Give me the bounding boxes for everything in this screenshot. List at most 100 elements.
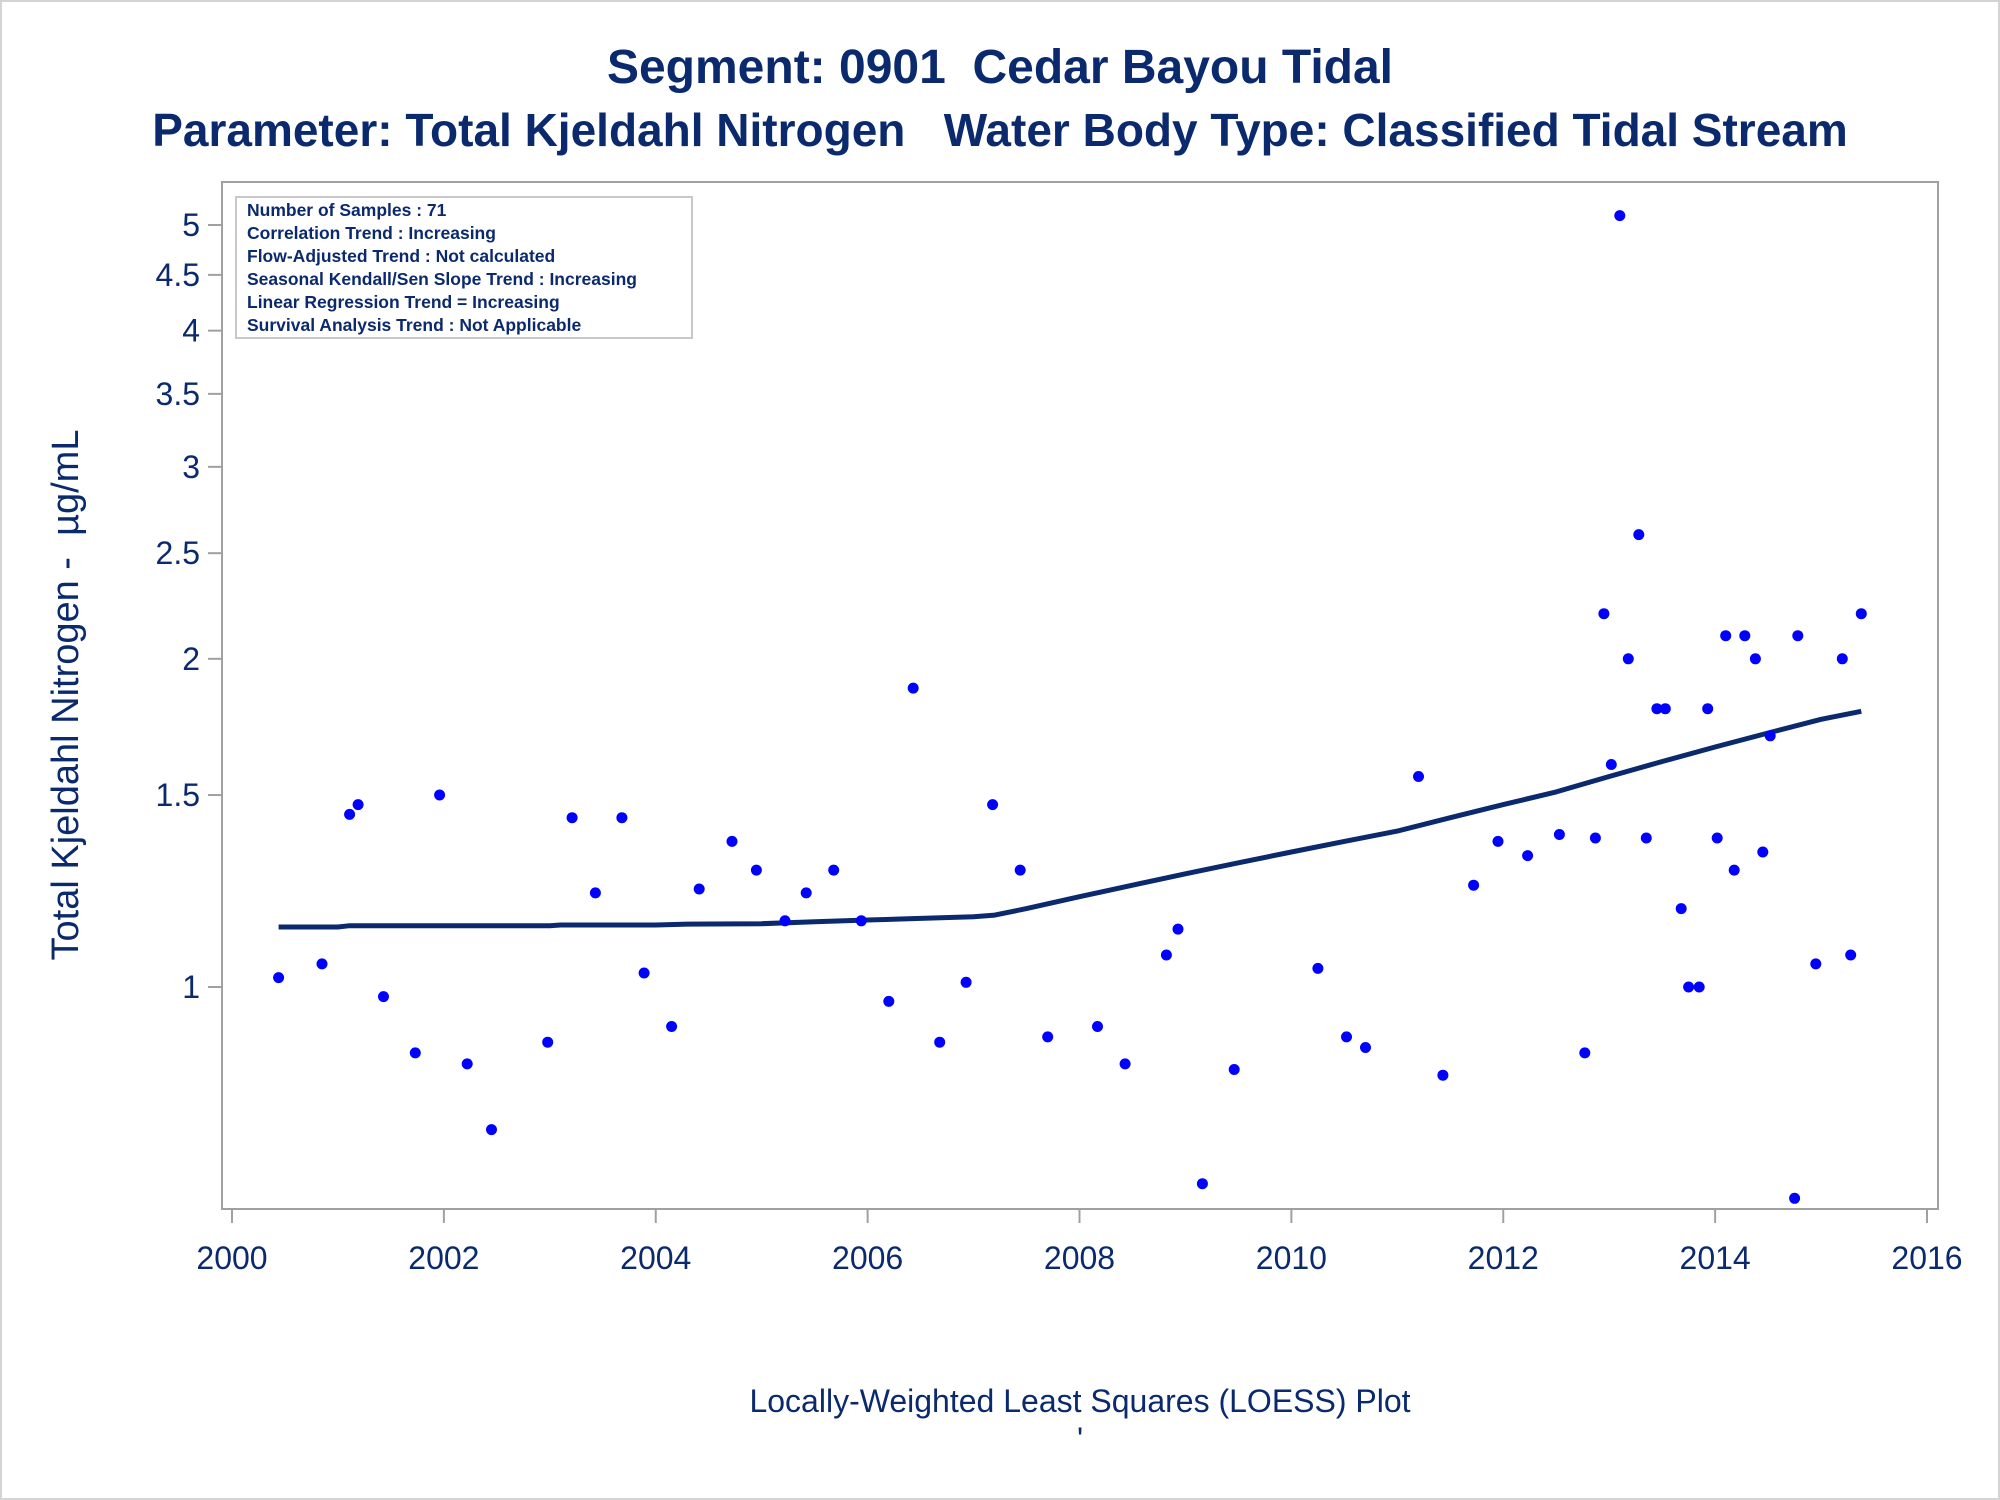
data-point xyxy=(1764,730,1776,742)
data-point xyxy=(1633,529,1645,541)
y-axis-label: Total Kjeldahl Nitrogen - µg/mL xyxy=(45,430,87,961)
data-point xyxy=(461,1058,473,1070)
data-point xyxy=(1172,923,1184,935)
y-tick-label: 1.5 xyxy=(156,777,200,813)
data-point xyxy=(1855,608,1867,620)
data-point xyxy=(934,1036,946,1048)
data-point xyxy=(1360,1042,1371,1053)
data-point xyxy=(907,682,919,694)
data-point xyxy=(378,991,389,1003)
x-tick-label: 2004 xyxy=(620,1240,691,1276)
data-point xyxy=(1622,653,1634,665)
data-point xyxy=(638,967,650,979)
data-point xyxy=(1810,958,1822,970)
y-tick-label: 2 xyxy=(182,641,200,677)
data-point xyxy=(486,1124,497,1136)
chart-title: Segment: 0901 Cedar Bayou Tidal xyxy=(607,41,1393,94)
data-point xyxy=(1659,703,1671,715)
data-point xyxy=(1728,864,1740,876)
data-point xyxy=(1160,949,1172,961)
data-point xyxy=(1683,981,1695,993)
data-point xyxy=(1640,832,1652,844)
data-point xyxy=(1757,846,1769,858)
legend-line: Number of Samples : 71 xyxy=(247,200,447,220)
data-point xyxy=(693,883,705,895)
data-point xyxy=(1553,829,1565,840)
x-tick-label: 2014 xyxy=(1680,1240,1751,1276)
data-point xyxy=(1598,608,1610,620)
y-tick-label: 4.5 xyxy=(156,257,200,293)
x-tick-label: 2008 xyxy=(1044,1240,1115,1276)
data-point xyxy=(566,812,578,824)
data-point xyxy=(800,887,812,899)
data-point xyxy=(1119,1058,1131,1070)
legend-line: Survival Analysis Trend : Not Applicable xyxy=(247,315,581,335)
data-point xyxy=(987,799,999,811)
data-point xyxy=(750,864,762,876)
chart-subtitle: Parameter: Total Kjeldahl Nitrogen Water… xyxy=(152,104,1848,156)
data-point xyxy=(1014,864,1026,876)
legend-line: Flow-Adjusted Trend : Not calculated xyxy=(247,246,555,266)
x-tick-label: 2016 xyxy=(1891,1240,1962,1276)
data-point xyxy=(1589,832,1601,844)
loess-series xyxy=(278,708,1862,930)
data-point xyxy=(1468,879,1480,891)
data-point xyxy=(1693,981,1705,993)
data-point xyxy=(1789,1192,1801,1204)
data-point xyxy=(1711,832,1723,844)
data-point xyxy=(616,812,628,824)
data-point xyxy=(1312,962,1324,974)
y-tick-label: 3.5 xyxy=(156,376,200,412)
x-tick-label: 2012 xyxy=(1468,1240,1539,1276)
data-point xyxy=(1614,210,1626,222)
data-point xyxy=(883,995,895,1007)
data-point xyxy=(1749,653,1761,665)
data-point xyxy=(1413,771,1424,782)
y-tick-label: 3 xyxy=(182,449,200,485)
data-point xyxy=(726,835,738,847)
legend: Number of Samples : 71 Correlation Trend … xyxy=(235,196,693,339)
data-point xyxy=(316,958,328,970)
data-point xyxy=(409,1047,421,1059)
x-tick-label: 2000 xyxy=(196,1240,267,1276)
data-point xyxy=(1836,653,1848,665)
data-point xyxy=(855,915,867,927)
y-tick-label: 4 xyxy=(182,313,200,349)
data-point xyxy=(1792,630,1804,642)
data-point xyxy=(352,799,364,811)
y-axis: 1 1.5 2 2.5 3 3.5 4 4.5 5 xyxy=(156,207,222,1005)
data-point xyxy=(542,1036,554,1048)
y-tick-label: 1 xyxy=(182,969,200,1005)
footnote-mark: ' xyxy=(1077,1421,1083,1457)
data-point xyxy=(1092,1021,1103,1032)
data-point xyxy=(434,789,446,801)
x-axis: 2000 2002 2004 2006 2008 2010 2012 2014 2016 xyxy=(196,1209,1963,1276)
data-point xyxy=(1605,759,1617,770)
data-point xyxy=(1651,703,1663,715)
data-point xyxy=(1739,630,1751,642)
loess-line xyxy=(278,708,1862,930)
data-point xyxy=(273,972,285,984)
data-point xyxy=(1042,1031,1054,1043)
data-point xyxy=(1675,903,1687,915)
legend-line: Correlation Trend : Increasing xyxy=(247,223,496,243)
data-point xyxy=(344,808,356,820)
x-tick-label: 2010 xyxy=(1256,1240,1327,1276)
legend-line: Seasonal Kendall/Sen Slope Trend : Incre… xyxy=(247,269,637,289)
scatter-series xyxy=(273,210,1867,1204)
data-point xyxy=(1492,835,1504,847)
legend-line: Linear Regression Trend = Increasing xyxy=(247,292,560,312)
y-tick-label: 2.5 xyxy=(156,535,200,571)
x-tick-label: 2006 xyxy=(832,1240,903,1276)
data-point xyxy=(1579,1047,1591,1059)
data-point xyxy=(1437,1069,1449,1081)
legend-box xyxy=(235,196,693,339)
data-point xyxy=(1845,949,1857,961)
data-point xyxy=(1341,1031,1352,1043)
data-point xyxy=(589,887,601,899)
data-point xyxy=(1720,630,1732,642)
footnote: Locally-Weighted Least Squares (LOESS) P… xyxy=(749,1383,1410,1419)
data-point xyxy=(779,915,791,927)
data-point xyxy=(1702,703,1714,715)
data-point xyxy=(1228,1064,1240,1075)
